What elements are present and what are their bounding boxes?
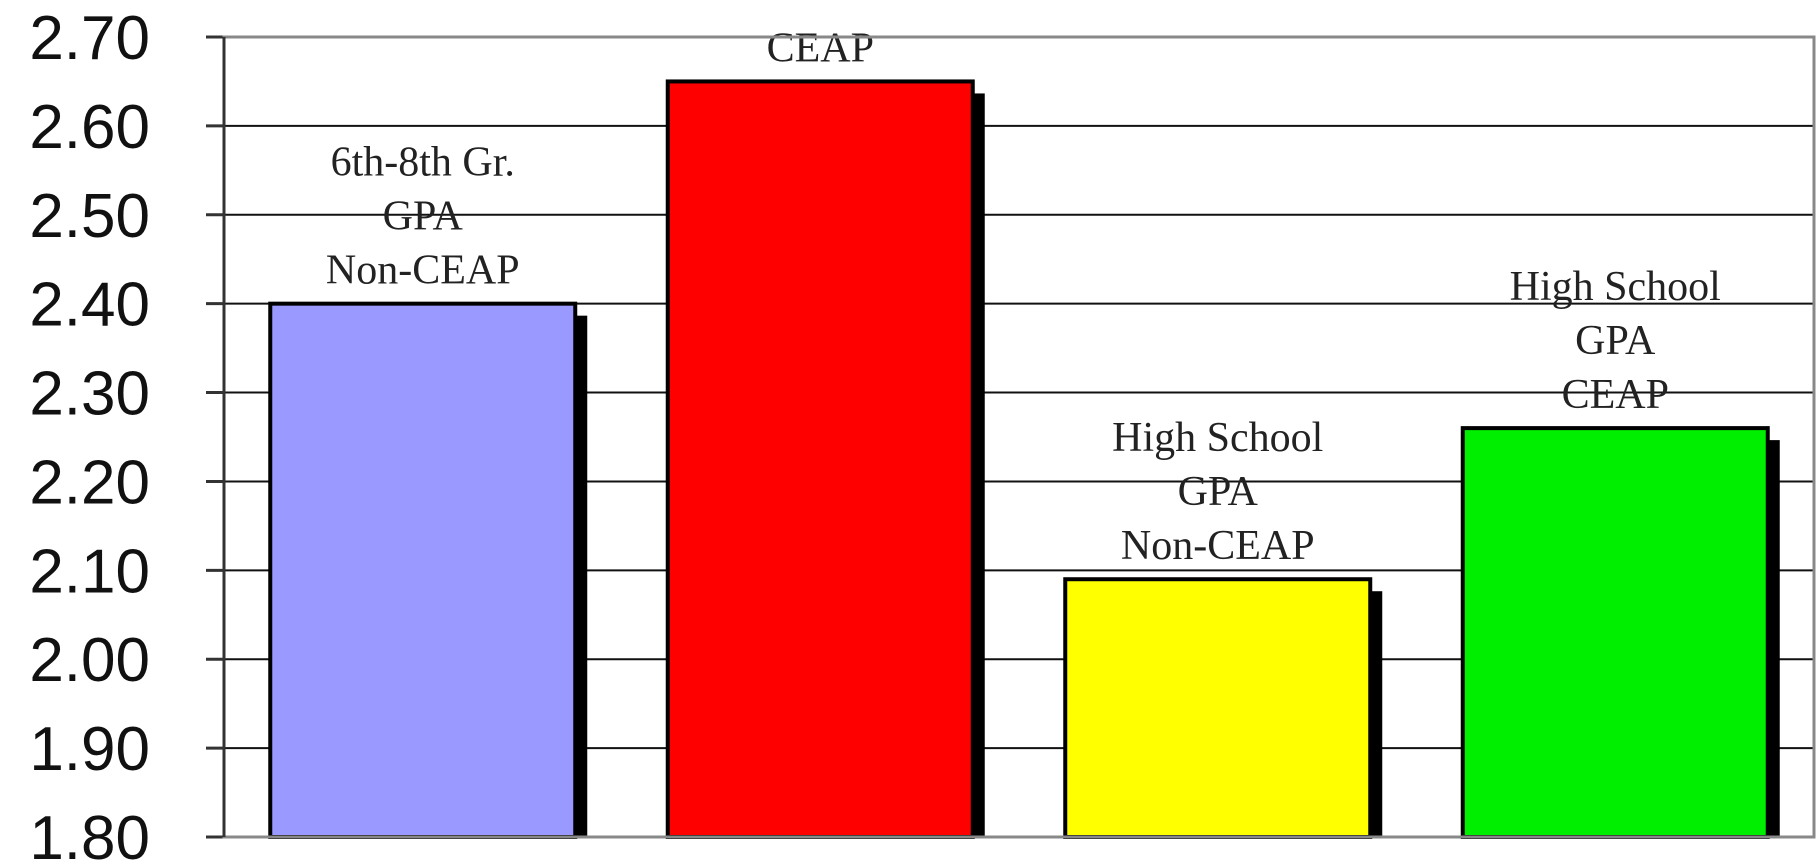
- bar-category-label: GPA: [1178, 469, 1259, 515]
- bar-category-label: Non-CEAP: [1121, 523, 1315, 569]
- y-tick-label: 1.80: [29, 804, 150, 861]
- y-tick-label: 2.70: [29, 4, 150, 73]
- bar-category-label: CEAP: [1562, 372, 1669, 418]
- bar-category-label: High School: [1112, 415, 1323, 461]
- bar-category-label: High School: [1510, 264, 1721, 310]
- bar-2: [665, 79, 975, 839]
- y-tick-label: 2.30: [29, 360, 150, 429]
- bar-category-label: Non-CEAP: [326, 248, 520, 294]
- bar-category-label: CEAP: [767, 25, 874, 71]
- bar-labels: 6th-8th Gr. GPA Non-CEAP CEAP High School GPA…: [326, 25, 1721, 569]
- bar-4: [1460, 426, 1770, 839]
- y-tick-label: 2.60: [29, 93, 150, 162]
- y-tick-label: 2.10: [29, 537, 150, 606]
- bar-category-label: GPA: [1575, 318, 1656, 364]
- y-tick-label: 2.50: [29, 182, 150, 251]
- y-tick-label: 2.20: [29, 448, 150, 517]
- y-axis-ticks: 1.80 1.90 2.00 2.10 2.20 2.30 2.40 2.50 2.60 2.70: [29, 4, 224, 861]
- bar-category-label: 6th-8th Gr.: [331, 140, 515, 186]
- y-tick-label: 2.40: [29, 271, 150, 340]
- bar-3: [1063, 577, 1373, 839]
- bar-1: [268, 301, 578, 839]
- y-tick-label: 2.00: [29, 626, 150, 695]
- bars: [268, 79, 1780, 839]
- bar-category-label: GPA: [383, 194, 464, 240]
- y-tick-label: 1.90: [29, 715, 150, 784]
